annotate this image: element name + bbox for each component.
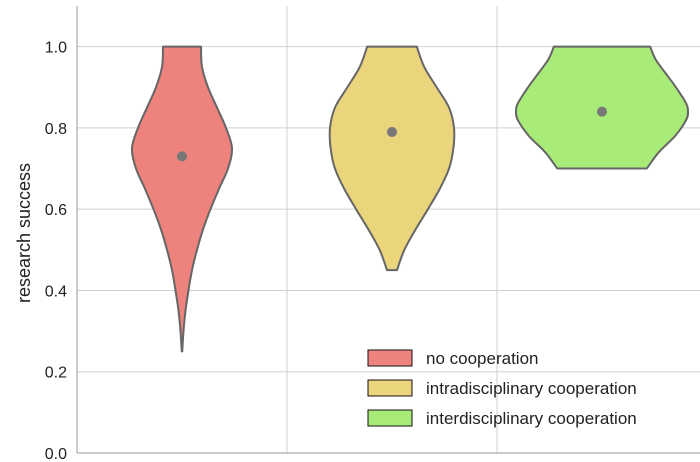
legend-label: interdisciplinary cooperation [426,409,637,428]
y-tick-labels: 0.0 0.2 0.4 0.6 0.8 1.0 [45,40,67,462]
y-tick-label: 1.0 [45,40,67,57]
mean-point [177,151,187,162]
legend-label: intradisciplinary cooperation [426,379,637,398]
y-tick-label: 0.6 [45,202,67,219]
y-tick-label: 0.8 [45,121,67,138]
y-axis-label: research success [14,163,34,303]
y-tick-label: 0.2 [45,365,67,382]
axes [76,6,700,454]
y-tick-label: 0.4 [45,283,67,300]
mean-point [387,126,397,137]
violins [130,45,690,353]
legend-swatch [367,349,413,367]
legend-swatch [367,409,413,427]
violin-1 [130,45,234,353]
legend-swatch [367,379,413,397]
y-tick-label: 0.0 [45,446,67,462]
legend: no cooperation intradisciplinary cooperat… [367,349,637,428]
violin-2 [328,45,456,272]
legend-label: no cooperation [426,349,538,368]
mean-point [597,106,607,117]
